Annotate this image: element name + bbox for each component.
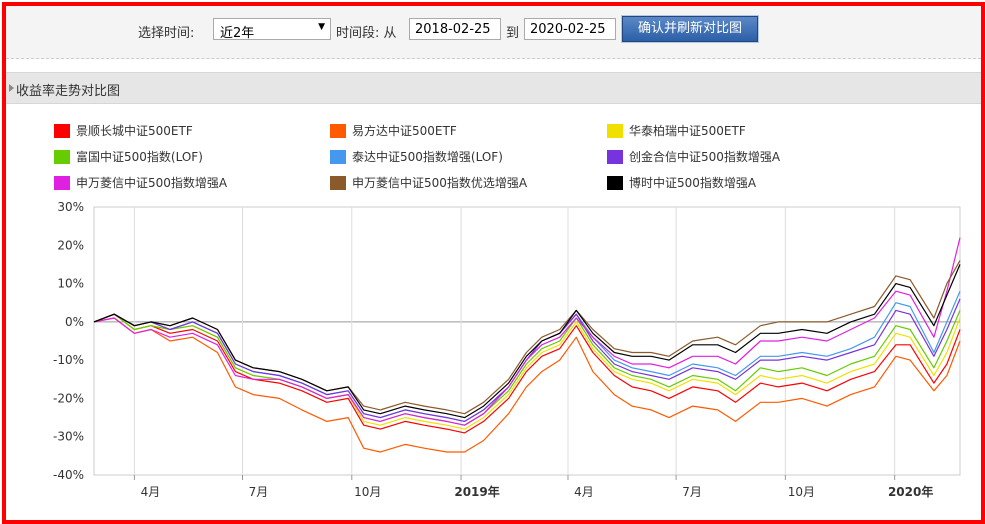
legend-swatch xyxy=(54,149,70,164)
legend-swatch xyxy=(330,123,346,138)
x-tick-label: 7月 xyxy=(249,485,269,499)
legend-label: 华泰柏瑞中证500ETF xyxy=(629,124,746,138)
y-tick-label: 0% xyxy=(65,315,84,329)
legend-item[interactable]: 富国中证500指数(LOF) xyxy=(54,148,203,166)
legend-swatch xyxy=(54,175,70,190)
end-date-input[interactable]: 2020-02-25 xyxy=(524,18,616,40)
series-line xyxy=(93,310,961,426)
to-label: 到 xyxy=(506,26,520,41)
x-tick-label: 10月 xyxy=(354,485,381,499)
legend-label: 申万菱信中证500指数增强A xyxy=(76,176,228,190)
series-line xyxy=(93,264,961,419)
legend-item[interactable]: 创金合信中证500指数增强A xyxy=(607,148,780,166)
legend-label: 泰达中证500指数增强(LOF) xyxy=(352,150,503,164)
legend-swatch xyxy=(330,175,346,190)
y-tick-label: -40% xyxy=(53,468,84,482)
legend-label: 博时中证500指数增强A xyxy=(629,176,757,190)
legend-label: 创金合信中证500指数增强A xyxy=(629,150,781,164)
legend-swatch xyxy=(607,175,623,190)
section-title: 收益率走势对比图 xyxy=(16,84,121,99)
y-tick-label: 30% xyxy=(57,200,84,214)
series-line xyxy=(93,313,961,434)
y-tick-label: 10% xyxy=(57,277,84,291)
toolbar: 选择时间: 近2年 ▼ 时间段: 从 2018-02-25 到 2020-02-… xyxy=(6,6,981,59)
series-line xyxy=(93,260,961,415)
legend-label: 易方达中证500ETF xyxy=(352,124,457,138)
legend-swatch xyxy=(607,149,623,164)
triangle-right-icon xyxy=(9,84,14,92)
x-tick-label: 2020年 xyxy=(888,484,933,499)
legend-item[interactable]: 华泰柏瑞中证500ETF xyxy=(607,122,746,140)
y-tick-label: -10% xyxy=(53,353,84,367)
x-tick-label: 4月 xyxy=(141,485,161,499)
confirm-refresh-button[interactable]: 确认并刷新对比图 xyxy=(622,16,758,42)
y-tick-label: -30% xyxy=(53,430,84,444)
x-tick-label: 2019年 xyxy=(454,484,499,499)
y-tick-label: -20% xyxy=(53,391,84,405)
x-tick-label: 10月 xyxy=(788,485,815,499)
start-date-input[interactable]: 2018-02-25 xyxy=(409,18,501,40)
period-label: 选择时间: xyxy=(138,26,195,41)
legend-item[interactable]: 博时中证500指数增强A xyxy=(607,174,756,192)
period-select-value: 近2年 xyxy=(220,26,255,41)
range-label: 时间段: 从 xyxy=(336,26,397,41)
chevron-down-icon: ▼ xyxy=(318,22,325,32)
y-tick-label: 20% xyxy=(57,238,84,252)
section-header: 收益率走势对比图 xyxy=(6,72,981,104)
x-tick-label: 4月 xyxy=(574,485,594,499)
legend-swatch xyxy=(607,123,623,138)
legend-label: 景顺长城中证500ETF xyxy=(76,124,193,138)
legend-item[interactable]: 申万菱信中证500指数增强A xyxy=(54,174,227,192)
legend-swatch xyxy=(54,123,70,138)
series-line xyxy=(93,237,961,426)
legend-item[interactable]: 景顺长城中证500ETF xyxy=(54,122,193,140)
legend-swatch xyxy=(330,149,346,164)
legend-item[interactable]: 泰达中证500指数增强(LOF) xyxy=(330,148,503,166)
legend-item[interactable]: 申万菱信中证500指数优选增强A xyxy=(330,174,527,192)
legend-item[interactable]: 易方达中证500ETF xyxy=(330,122,457,140)
legend-label: 申万菱信中证500指数优选增强A xyxy=(352,176,528,190)
legend-label: 富国中证500指数(LOF) xyxy=(76,150,203,164)
x-tick-label: 7月 xyxy=(682,485,702,499)
series-line xyxy=(93,298,961,422)
series-line xyxy=(93,317,961,453)
period-select[interactable]: 近2年 ▼ xyxy=(213,18,331,41)
